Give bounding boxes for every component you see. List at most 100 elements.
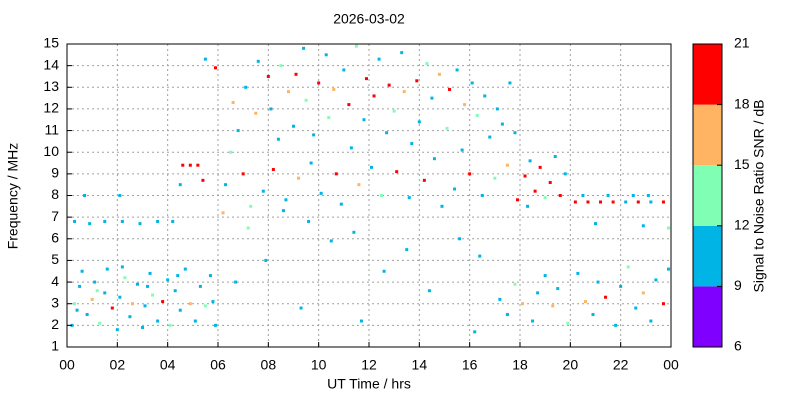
point — [231, 100, 235, 104]
point — [271, 168, 275, 172]
point — [460, 148, 464, 152]
point — [359, 319, 363, 323]
point — [281, 209, 285, 213]
point — [553, 155, 557, 159]
grid — [66, 43, 672, 348]
colorbar-tick-label: 21 — [734, 35, 750, 51]
x-tick-label: 04 — [160, 357, 176, 373]
point — [526, 204, 530, 208]
point — [279, 64, 283, 68]
colorbar-tick-label: 12 — [734, 217, 750, 233]
point — [536, 291, 540, 295]
colorbar-tick-label: 9 — [734, 277, 742, 293]
point — [103, 291, 107, 295]
point — [566, 321, 570, 325]
point — [432, 157, 436, 161]
x-tick-label: 14 — [412, 357, 428, 373]
point — [342, 68, 346, 72]
point — [422, 178, 426, 182]
point — [261, 189, 265, 193]
point — [178, 308, 182, 312]
colorbar-tick-label: 6 — [734, 338, 742, 354]
point — [586, 200, 590, 204]
point — [364, 77, 368, 81]
point — [349, 146, 353, 150]
x-tick-label: 08 — [261, 357, 277, 373]
y-axis-label: Frequency / MHz — [5, 143, 21, 250]
colorbar-segment — [693, 286, 722, 347]
point — [166, 278, 170, 282]
point — [168, 323, 172, 327]
point — [410, 142, 414, 146]
point — [319, 191, 323, 195]
point — [596, 280, 600, 284]
point — [73, 302, 77, 306]
y-tick-label: 5 — [51, 251, 59, 267]
point — [120, 265, 124, 269]
point — [513, 131, 517, 135]
point — [458, 237, 462, 241]
point — [538, 165, 542, 169]
colorbar-frame — [692, 43, 723, 348]
point — [148, 271, 152, 275]
point — [370, 165, 374, 169]
point — [631, 194, 635, 197]
colorbar-label: Signal to Noise Ratio SNR / dB — [751, 100, 767, 293]
point — [178, 183, 182, 187]
point — [143, 304, 147, 308]
point — [558, 194, 562, 197]
point — [372, 94, 376, 98]
point — [556, 287, 560, 291]
point — [120, 219, 124, 223]
point — [488, 135, 492, 139]
point — [475, 113, 479, 117]
point — [103, 219, 107, 223]
point — [508, 81, 512, 85]
point — [392, 109, 396, 113]
point — [619, 284, 623, 288]
point — [385, 131, 389, 135]
point — [93, 280, 97, 284]
chart-title: 2026-03-02 — [333, 11, 405, 27]
y-tick-label: 7 — [51, 208, 59, 224]
point — [317, 81, 321, 85]
point — [515, 198, 519, 202]
y-tick-label: 14 — [43, 56, 59, 72]
y-tick-label: 3 — [51, 294, 59, 310]
point — [269, 107, 273, 111]
point — [427, 289, 431, 293]
point — [234, 280, 238, 284]
point — [171, 219, 175, 223]
x-tick-label: 16 — [462, 357, 478, 373]
point — [236, 129, 240, 133]
point — [654, 278, 658, 282]
point — [264, 258, 268, 262]
point — [661, 200, 665, 204]
point — [387, 83, 391, 87]
point — [297, 176, 301, 180]
point — [266, 74, 270, 78]
y-tick-label: 1 — [51, 338, 59, 354]
point — [380, 194, 384, 197]
point — [118, 295, 122, 299]
point — [611, 200, 615, 204]
point — [470, 81, 474, 85]
x-tick-label: 10 — [311, 357, 327, 373]
point — [377, 57, 381, 61]
point — [354, 44, 358, 48]
point — [203, 304, 207, 308]
point — [201, 178, 205, 182]
point — [118, 194, 122, 197]
point — [563, 172, 567, 176]
point — [440, 204, 444, 208]
point — [599, 200, 603, 204]
point — [95, 289, 99, 293]
point — [551, 304, 555, 308]
point — [425, 61, 429, 65]
colorbar-segment — [693, 104, 722, 166]
point — [405, 248, 409, 252]
point — [430, 96, 434, 100]
point — [294, 72, 298, 76]
point — [448, 87, 452, 91]
point — [299, 306, 303, 310]
